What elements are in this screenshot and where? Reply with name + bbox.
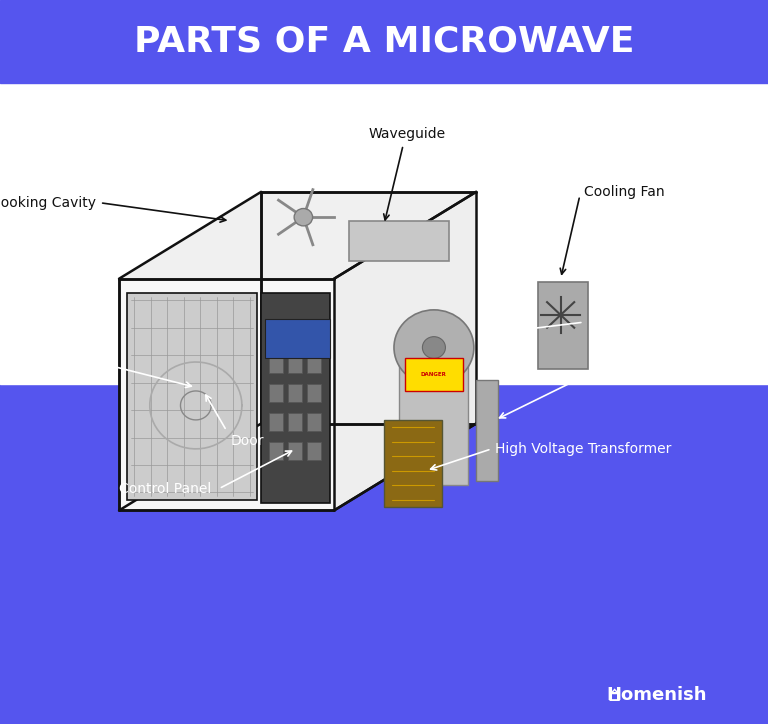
- Text: Cooking Cavity: Cooking Cavity: [0, 195, 96, 210]
- Bar: [265, 319, 330, 358]
- Bar: [269, 413, 283, 431]
- Bar: [0, 384, 768, 724]
- Bar: [288, 355, 302, 373]
- Bar: [307, 413, 321, 431]
- Bar: [399, 340, 468, 485]
- Bar: [538, 282, 588, 369]
- Text: PARTS OF A MICROWAVE: PARTS OF A MICROWAVE: [134, 25, 634, 59]
- Bar: [405, 358, 463, 391]
- Text: High Voltage Transformer: High Voltage Transformer: [495, 442, 672, 456]
- Text: Cooling Fan: Cooling Fan: [584, 185, 664, 199]
- Polygon shape: [119, 279, 334, 510]
- Text: Control Panel: Control Panel: [119, 481, 211, 496]
- Polygon shape: [261, 293, 330, 503]
- Text: Door: Door: [230, 434, 264, 448]
- Bar: [307, 355, 321, 373]
- Text: Magnetron: Magnetron: [588, 315, 663, 329]
- Bar: [0, 0, 768, 384]
- Circle shape: [294, 209, 313, 226]
- Circle shape: [394, 310, 474, 385]
- Polygon shape: [127, 293, 257, 500]
- Text: Homenish: Homenish: [606, 686, 707, 704]
- Bar: [269, 355, 283, 373]
- Bar: [307, 442, 321, 460]
- Bar: [476, 380, 498, 481]
- Bar: [269, 442, 283, 460]
- Text: Power Cord: Power Cord: [588, 366, 667, 380]
- Text: ⌂: ⌂: [607, 685, 621, 705]
- Text: Waveguide: Waveguide: [369, 127, 445, 141]
- Circle shape: [422, 337, 445, 358]
- Bar: [288, 442, 302, 460]
- Polygon shape: [334, 192, 476, 510]
- Bar: [0, 0, 768, 83]
- Bar: [288, 384, 302, 402]
- Bar: [384, 420, 442, 507]
- Bar: [288, 413, 302, 431]
- Text: DANGER: DANGER: [421, 372, 447, 376]
- Text: Turntable: Turntable: [28, 355, 92, 369]
- Bar: [307, 384, 321, 402]
- Polygon shape: [119, 192, 476, 279]
- Bar: [269, 384, 283, 402]
- Bar: [349, 221, 449, 261]
